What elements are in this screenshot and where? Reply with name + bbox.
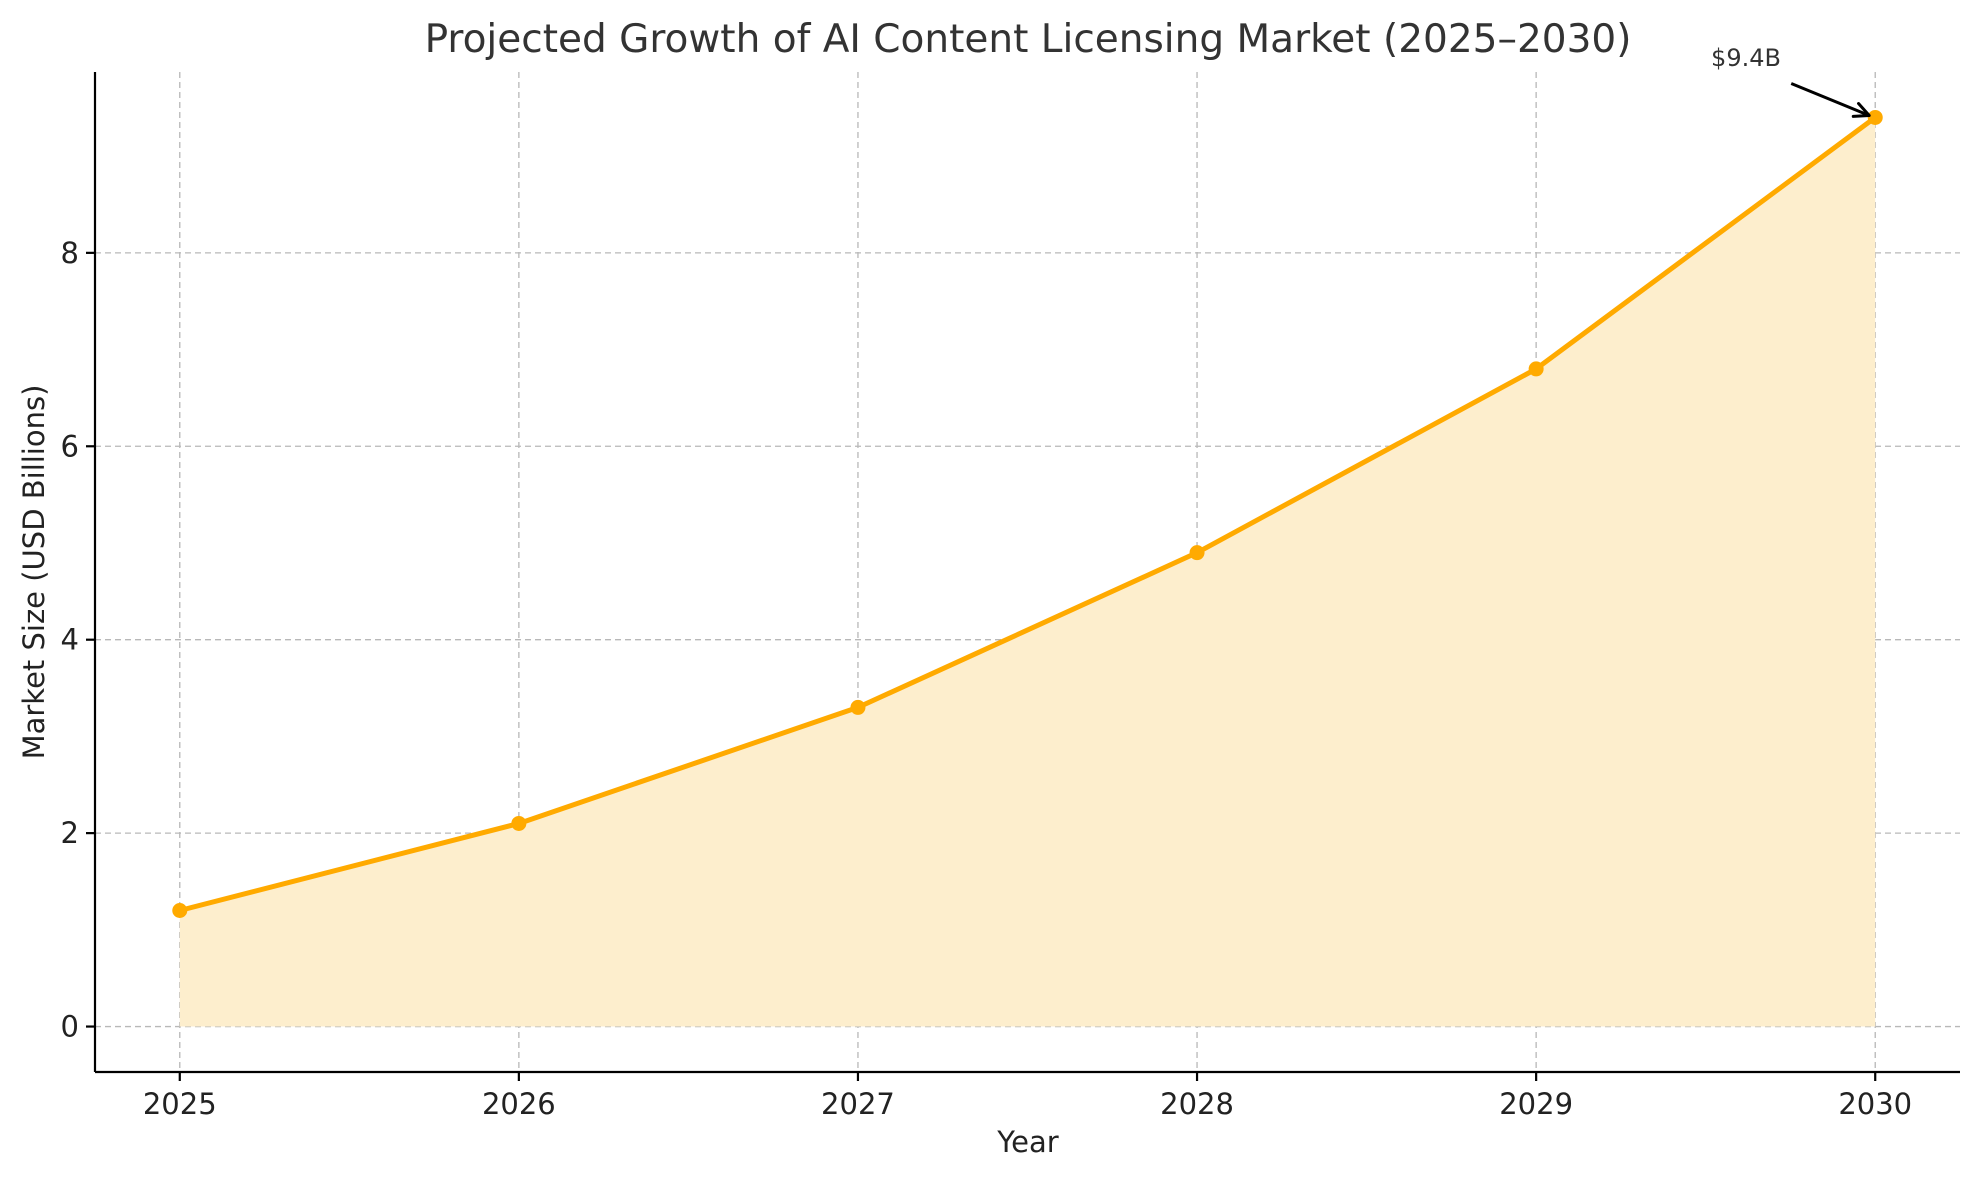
axis-layer bbox=[93, 72, 1960, 1074]
tick-layer: 2025 2026 2027 2028 2029 2030 0 2 4 6 8 bbox=[61, 236, 1913, 1121]
x-tick-label: 2025 bbox=[143, 1087, 217, 1121]
y-tick-label: 4 bbox=[61, 623, 79, 657]
chart-title: Projected Growth of AI Content Licensing… bbox=[425, 17, 1632, 62]
x-tick-label: 2027 bbox=[821, 1087, 895, 1121]
series-line bbox=[179, 115, 1877, 913]
data-point bbox=[172, 902, 188, 918]
point-layer bbox=[172, 109, 1883, 918]
line-layer bbox=[179, 115, 1877, 913]
annotation-arrow bbox=[1790, 82, 1870, 117]
area-layer bbox=[179, 117, 1876, 1027]
y-axis-label: Market Size (USD Billions) bbox=[17, 385, 51, 760]
x-tick-label: 2026 bbox=[482, 1087, 556, 1121]
y-tick-label: 2 bbox=[61, 816, 79, 850]
x-tick-label: 2028 bbox=[1160, 1087, 1234, 1121]
data-point bbox=[511, 815, 527, 831]
y-tick-label: 6 bbox=[61, 429, 79, 463]
data-point bbox=[1867, 109, 1883, 125]
y-tick-label: 0 bbox=[61, 1010, 79, 1044]
annotation-label: $9.4B bbox=[1711, 44, 1781, 72]
x-axis-label: Year bbox=[996, 1125, 1058, 1159]
data-point bbox=[850, 699, 866, 715]
data-point bbox=[1528, 361, 1544, 377]
y-tick-label: 8 bbox=[61, 236, 79, 270]
area-fill bbox=[179, 117, 1876, 1027]
x-tick-label: 2030 bbox=[1838, 1087, 1912, 1121]
annotation: $9.4B bbox=[1711, 44, 1871, 118]
x-tick-label: 2029 bbox=[1499, 1087, 1573, 1121]
arrowhead-icon bbox=[1851, 102, 1871, 118]
data-point bbox=[1189, 545, 1205, 561]
